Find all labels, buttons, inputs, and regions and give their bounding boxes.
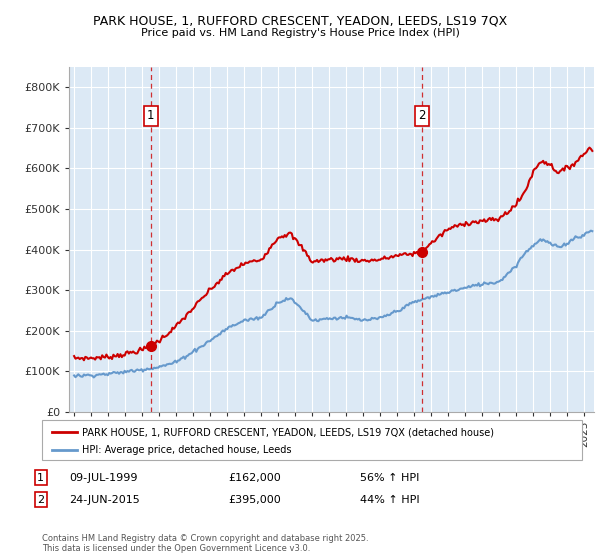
- Text: 56% ↑ HPI: 56% ↑ HPI: [360, 473, 419, 483]
- Text: 1: 1: [37, 473, 44, 483]
- Text: 09-JUL-1999: 09-JUL-1999: [69, 473, 137, 483]
- Text: PARK HOUSE, 1, RUFFORD CRESCENT, YEADON, LEEDS, LS19 7QX (detached house): PARK HOUSE, 1, RUFFORD CRESCENT, YEADON,…: [83, 427, 494, 437]
- Text: Price paid vs. HM Land Registry's House Price Index (HPI): Price paid vs. HM Land Registry's House …: [140, 28, 460, 38]
- Text: £395,000: £395,000: [228, 494, 281, 505]
- Text: 44% ↑ HPI: 44% ↑ HPI: [360, 494, 419, 505]
- Text: Contains HM Land Registry data © Crown copyright and database right 2025.
This d: Contains HM Land Registry data © Crown c…: [42, 534, 368, 553]
- Text: 2: 2: [418, 109, 426, 122]
- Text: 24-JUN-2015: 24-JUN-2015: [69, 494, 140, 505]
- Text: PARK HOUSE, 1, RUFFORD CRESCENT, YEADON, LEEDS, LS19 7QX: PARK HOUSE, 1, RUFFORD CRESCENT, YEADON,…: [93, 14, 507, 27]
- Text: £162,000: £162,000: [228, 473, 281, 483]
- Text: 2: 2: [37, 494, 44, 505]
- Text: HPI: Average price, detached house, Leeds: HPI: Average price, detached house, Leed…: [83, 445, 292, 455]
- Text: 1: 1: [147, 109, 155, 122]
